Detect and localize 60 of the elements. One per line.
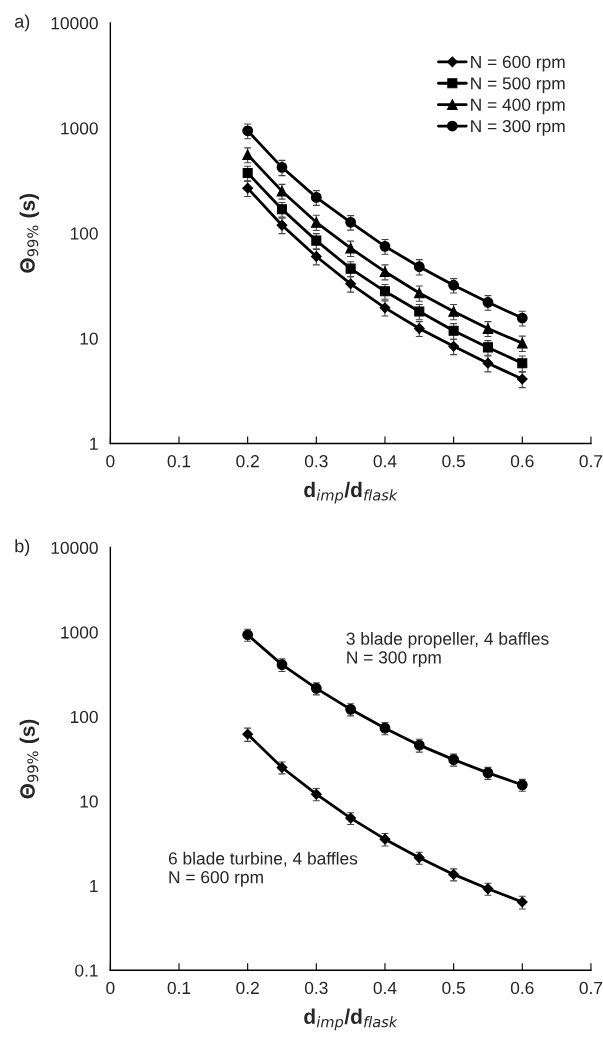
y-axis-title: Θ$_{99%}$ (s) xyxy=(19,719,39,799)
point xyxy=(414,306,425,317)
y-tick-label: 100 xyxy=(70,710,98,724)
x-tick-label: 0.2 xyxy=(236,981,259,995)
legend-label: N = 600 rpm xyxy=(471,55,565,72)
x-axis-title: d$_{imp}$/d$_{flask}$ xyxy=(304,481,398,504)
x-tick-label: 0.4 xyxy=(373,981,397,995)
point xyxy=(311,235,322,246)
y-axis-title: Θ$_{99%}$ (s) xyxy=(19,194,39,273)
legend-label: N = 500 rpm xyxy=(471,77,565,93)
annotation: 6 blade turbine, 4 baffles N = 600 rpm xyxy=(168,851,358,887)
legend-label: N = 400 rpm xyxy=(471,98,565,115)
point xyxy=(413,323,425,334)
point xyxy=(448,340,460,352)
point xyxy=(482,357,494,369)
point xyxy=(345,263,356,274)
point xyxy=(242,125,254,137)
x-tick-label: 0.7 xyxy=(579,455,603,468)
point xyxy=(310,251,322,262)
point xyxy=(517,358,528,369)
x-tick-label: 0.5 xyxy=(442,455,465,468)
chart-title: a) xyxy=(15,14,30,32)
point xyxy=(516,373,528,385)
x-tick-label: 0.6 xyxy=(510,981,534,995)
point xyxy=(413,261,425,273)
point xyxy=(310,216,322,228)
x-tick-label: 0.1 xyxy=(167,981,191,995)
x-tick-label: 0.3 xyxy=(304,981,328,995)
y-tick-label: 10000 xyxy=(51,541,98,555)
x-tick-label: 0.3 xyxy=(304,455,328,468)
x-tick-label: 0 xyxy=(106,455,115,468)
x-tick-label: 0.2 xyxy=(236,455,259,468)
point xyxy=(345,242,357,254)
y-tick-label: 1 xyxy=(90,437,98,450)
point xyxy=(482,323,494,334)
x-tick-label: 0.4 xyxy=(373,455,397,468)
x-tick-label: 0 xyxy=(106,981,115,995)
chart-title: b) xyxy=(15,539,30,556)
y-tick-label: 1000 xyxy=(61,122,98,135)
x-tick-label: 0.5 xyxy=(442,981,465,995)
y-tick-label: 1 xyxy=(90,880,98,892)
x-tick-label: 0.6 xyxy=(510,455,534,468)
point xyxy=(242,149,254,161)
y-tick-label: 10000 xyxy=(51,17,98,30)
x-tick-label: 0.7 xyxy=(579,981,603,995)
point xyxy=(448,325,459,336)
point xyxy=(276,161,288,173)
point xyxy=(276,219,288,231)
y-tick-label: 0.1 xyxy=(75,964,98,977)
y-tick-label: 10 xyxy=(80,332,98,345)
point xyxy=(242,182,254,194)
annotation: 3 blade propeller, 4 baffles N = 300 rpm xyxy=(346,632,549,667)
y-tick-label: 1000 xyxy=(61,626,98,639)
legend-label: N = 300 rpm xyxy=(471,119,565,136)
point xyxy=(516,337,528,349)
y-tick-label: 100 xyxy=(70,227,98,240)
x-axis-title: d$_{imp}$/d$_{flask}$ xyxy=(304,1008,398,1031)
y-tick-label: 10 xyxy=(80,795,98,808)
x-tick-label: 0.1 xyxy=(167,455,191,468)
point xyxy=(448,306,460,317)
